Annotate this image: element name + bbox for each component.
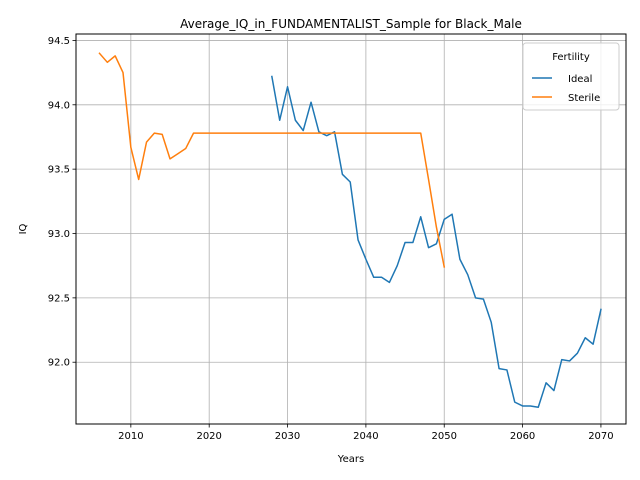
series-lines — [98, 52, 602, 409]
y-tick-label: 92.0 — [48, 358, 70, 369]
y-tick-label: 94.5 — [48, 36, 70, 47]
x-tick-label: 2070 — [588, 431, 613, 442]
plot-frame — [75, 33, 627, 425]
x-tick-label: 2010 — [118, 431, 143, 442]
y-tick-label: 93.5 — [48, 165, 70, 176]
x-tick-label: 2020 — [196, 431, 221, 442]
legend-title: Fertility — [552, 52, 590, 63]
x-tick-label: 2030 — [275, 431, 300, 442]
legend: Fertility Ideal Sterile — [522, 42, 620, 111]
axis-ticks: 2010 2020 2030 2040 2050 2060 2070 92.0 92.5 93.0… — [48, 36, 614, 442]
x-tick-label: 2040 — [353, 431, 378, 442]
legend-label-ideal: Ideal — [568, 74, 592, 85]
y-tick-label: 92.5 — [48, 293, 70, 304]
x-axis-label: Years — [337, 454, 364, 465]
series-line-ideal — [270, 75, 602, 409]
x-tick-label: 2060 — [510, 431, 535, 442]
series-line-sterile — [98, 52, 446, 268]
grid — [76, 34, 626, 424]
y-tick-label: 93.0 — [48, 229, 70, 240]
x-tick-label: 2050 — [432, 431, 457, 442]
chart-title: Average_IQ_in_FUNDAMENTALIST_Sample for … — [180, 17, 522, 31]
y-axis-label: IQ — [18, 223, 29, 234]
legend-box — [522, 42, 620, 111]
legend-label-sterile: Sterile — [568, 93, 600, 104]
y-tick-label: 94.0 — [48, 100, 70, 111]
